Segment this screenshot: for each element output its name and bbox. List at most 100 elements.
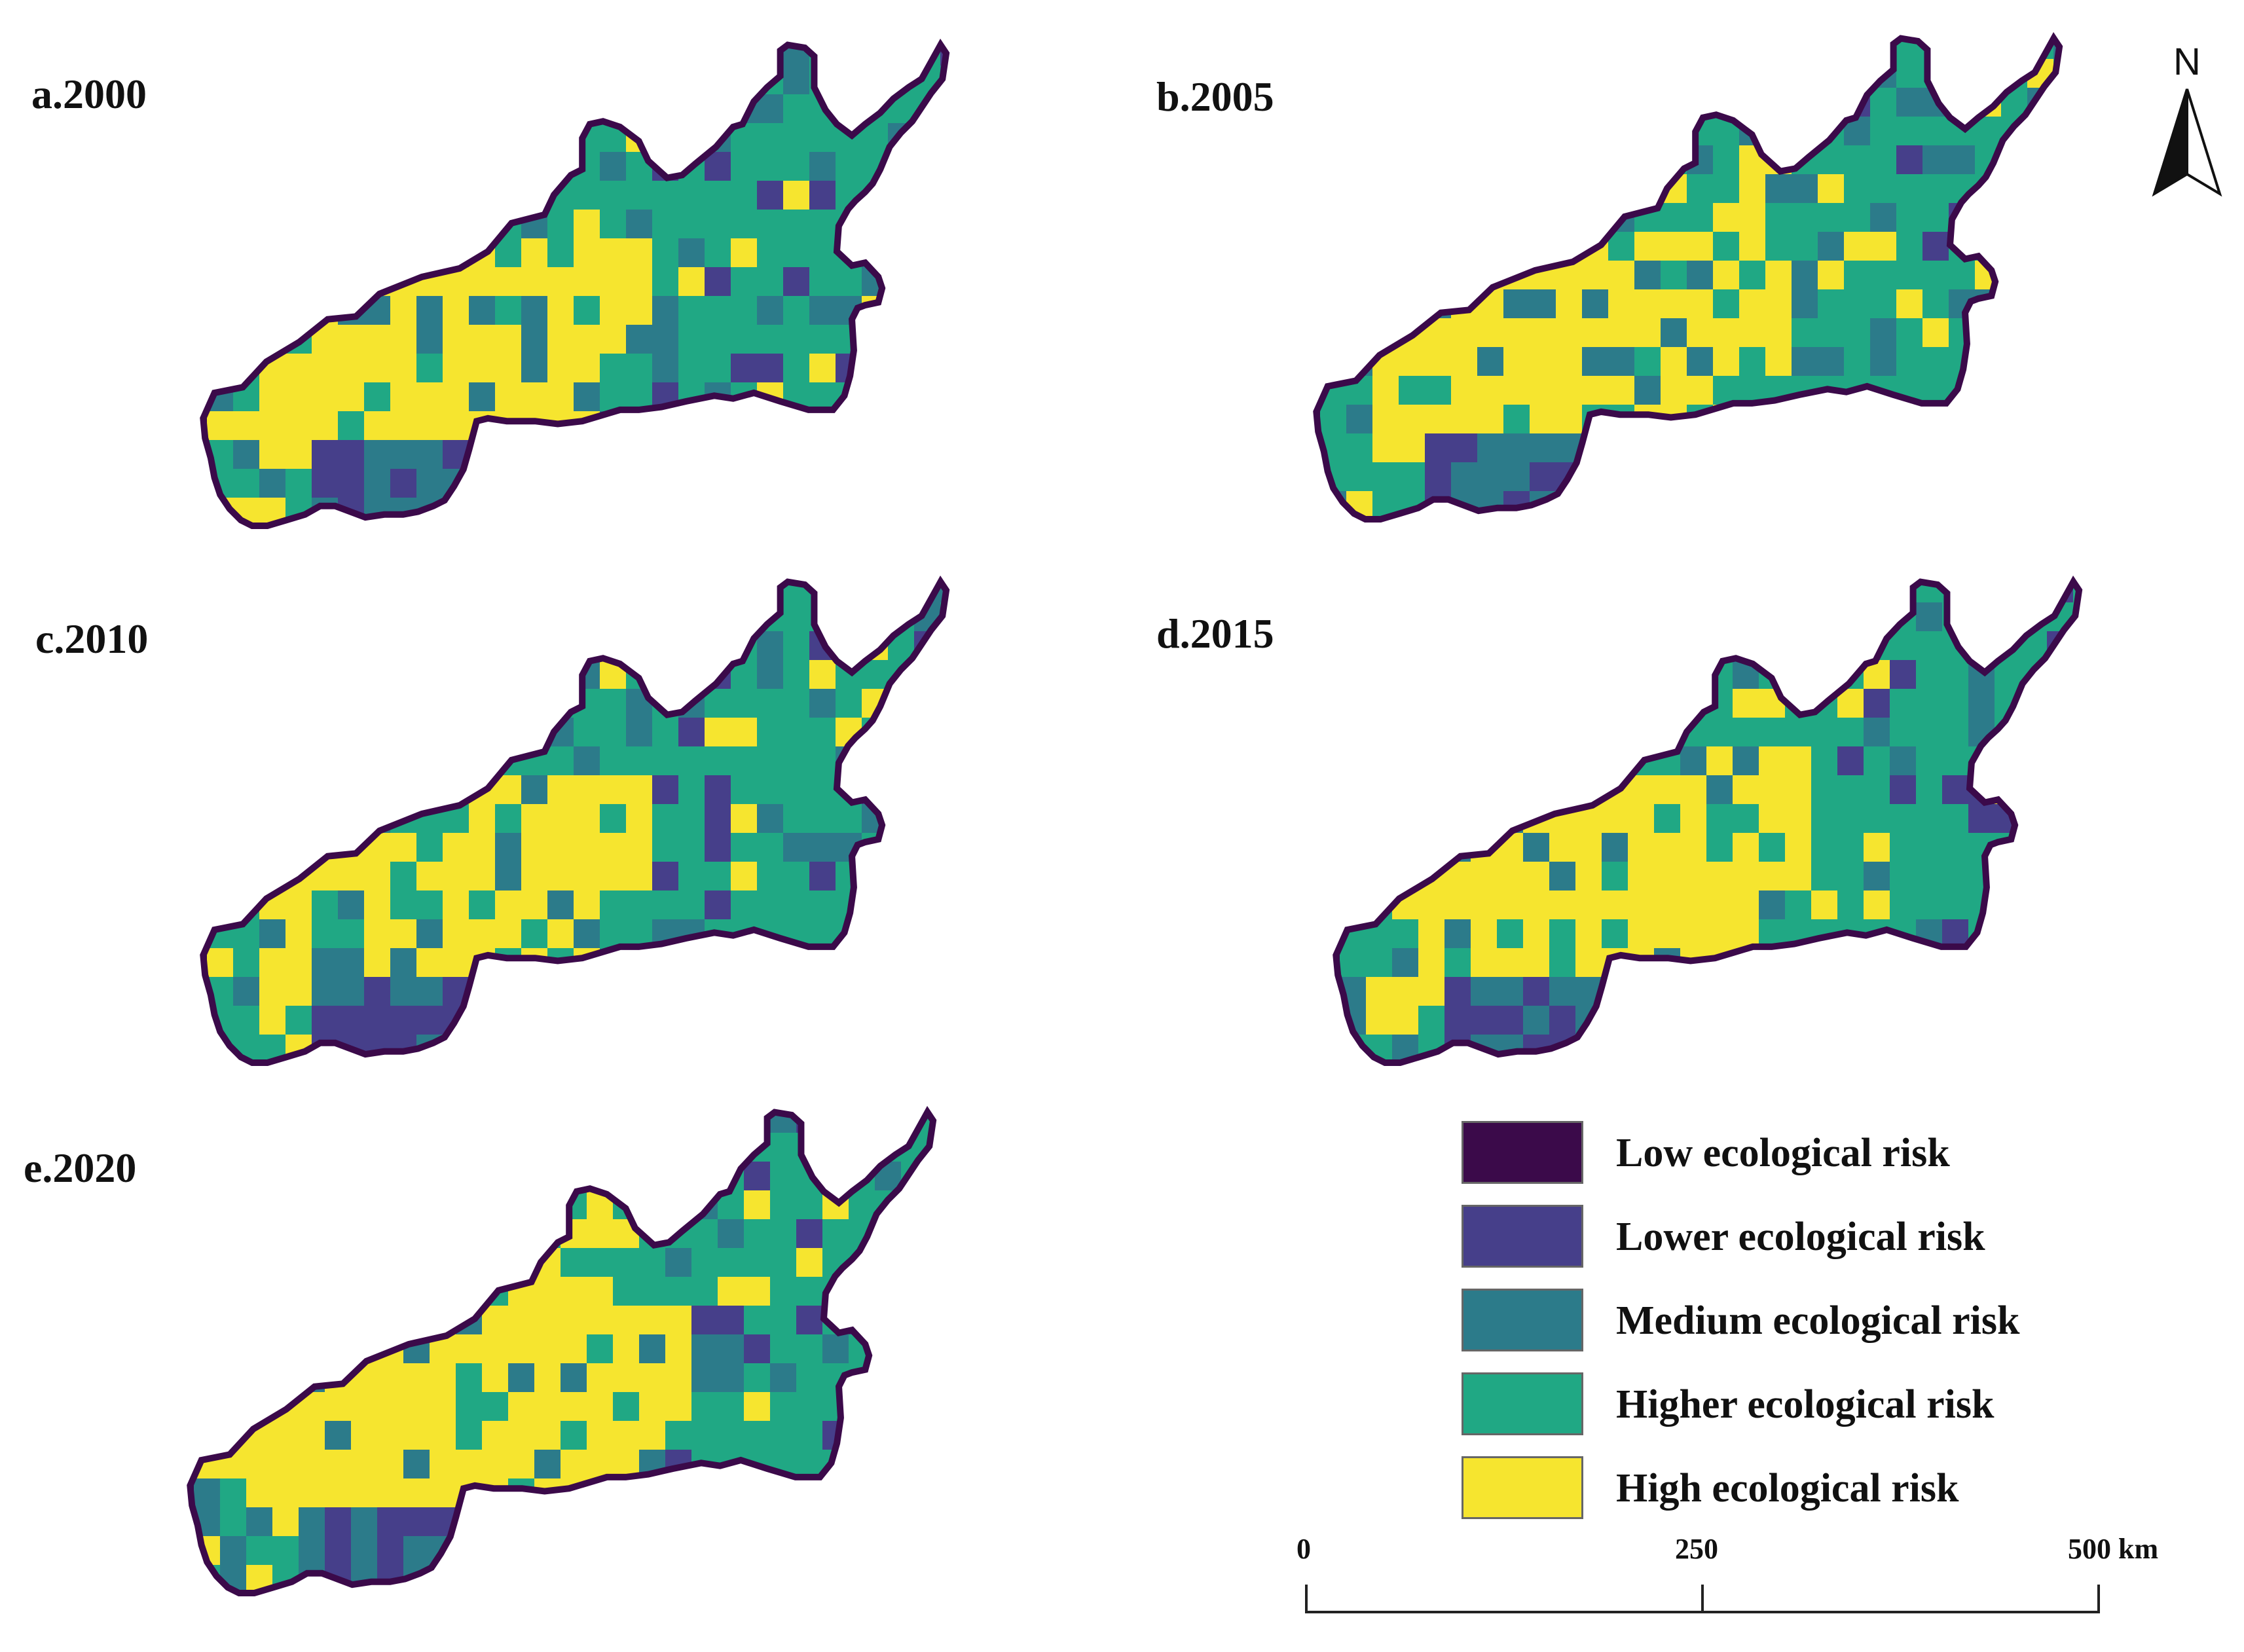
risk-cell bbox=[1922, 174, 1949, 203]
risk-cell bbox=[1706, 775, 1733, 804]
risk-cell bbox=[430, 1277, 456, 1306]
risk-cell bbox=[731, 890, 757, 919]
risk-cell bbox=[1418, 948, 1444, 977]
north-letter: N bbox=[2173, 41, 2201, 83]
risk-cell bbox=[966, 919, 982, 948]
risk-cell bbox=[1628, 718, 1654, 746]
risk-cell bbox=[1608, 38, 1634, 59]
risk-cell bbox=[2080, 462, 2095, 491]
risk-cell bbox=[1680, 775, 1706, 804]
risk-cell bbox=[1922, 203, 1949, 232]
risk-cell bbox=[705, 602, 731, 631]
risk-cell bbox=[1346, 145, 1372, 174]
risk-cell bbox=[731, 411, 757, 440]
risk-cell bbox=[220, 1363, 246, 1392]
risk-cell bbox=[626, 602, 652, 631]
risk-cell bbox=[1792, 203, 1818, 232]
risk-cell bbox=[259, 411, 285, 440]
risk-cell bbox=[1444, 746, 1471, 775]
risk-cell bbox=[2053, 88, 2060, 117]
risk-cell bbox=[574, 689, 600, 718]
risk-cell bbox=[1870, 318, 1896, 347]
risk-cell bbox=[312, 440, 338, 469]
risk-cell bbox=[1792, 433, 1818, 462]
risk-cell bbox=[1444, 775, 1471, 804]
risk-cell bbox=[1549, 660, 1575, 689]
risk-cell bbox=[901, 1421, 927, 1450]
risk-cell bbox=[940, 498, 947, 526]
risk-cell bbox=[1523, 718, 1549, 746]
risk-cell bbox=[587, 1421, 613, 1450]
risk-cell bbox=[416, 354, 443, 382]
risk-cell bbox=[1680, 862, 1706, 890]
risk-cell bbox=[299, 1112, 325, 1133]
risk-cell bbox=[940, 948, 947, 977]
risk-cell bbox=[678, 804, 705, 833]
risk-cell bbox=[338, 581, 364, 602]
risk-cell bbox=[587, 1306, 613, 1334]
risk-cell bbox=[2099, 919, 2115, 948]
risk-cell bbox=[1608, 491, 1634, 520]
risk-cell bbox=[2001, 145, 2027, 174]
risk-cell bbox=[1503, 145, 1530, 174]
risk-cell bbox=[678, 718, 705, 746]
risk-cell bbox=[1818, 174, 1844, 203]
risk-cell bbox=[809, 689, 836, 718]
risk-cell bbox=[1870, 462, 1896, 491]
risk-cell bbox=[1870, 289, 1896, 318]
risk-cell bbox=[482, 1478, 508, 1507]
risk-cell bbox=[626, 354, 652, 382]
risk-cell bbox=[220, 1277, 246, 1306]
panel-label-2010: c.2010 bbox=[35, 615, 149, 662]
risk-cell bbox=[783, 94, 809, 123]
risk-cell bbox=[678, 581, 705, 602]
risk-cell bbox=[390, 296, 416, 325]
risk-cell bbox=[613, 1421, 639, 1450]
risk-cell bbox=[2053, 376, 2060, 405]
risk-cell bbox=[1890, 660, 1916, 689]
risk-cell bbox=[626, 440, 652, 469]
risk-cell bbox=[2021, 1035, 2047, 1063]
risk-cell bbox=[285, 469, 312, 498]
risk-cell bbox=[862, 498, 888, 526]
risk-cell bbox=[272, 1421, 299, 1450]
risk-cell bbox=[1425, 347, 1451, 376]
risk-cell bbox=[1792, 318, 1818, 347]
risk-cell bbox=[927, 1190, 934, 1219]
risk-cell bbox=[495, 977, 521, 1006]
risk-cell bbox=[377, 1162, 403, 1190]
risk-cell bbox=[705, 65, 731, 94]
risk-cell bbox=[1759, 1035, 1785, 1063]
risk-cell bbox=[1602, 890, 1628, 919]
risk-cell bbox=[1477, 174, 1503, 203]
risk-cell bbox=[416, 890, 443, 919]
risk-cell bbox=[1975, 59, 2001, 88]
risk-cell bbox=[207, 746, 233, 775]
risk-cell bbox=[1680, 1006, 1706, 1035]
risk-cell bbox=[1340, 689, 1366, 718]
risk-cell bbox=[1680, 631, 1706, 660]
risk-cell bbox=[220, 1248, 246, 1277]
risk-cell bbox=[914, 746, 940, 775]
risk-cell bbox=[272, 1190, 299, 1219]
risk-cell bbox=[547, 45, 574, 65]
risk-cell bbox=[285, 238, 312, 267]
risk-cell bbox=[953, 1248, 969, 1277]
risk-cell bbox=[639, 1507, 665, 1536]
risk-cell bbox=[888, 948, 914, 977]
risk-cell bbox=[966, 804, 982, 833]
risk-cell bbox=[508, 1421, 534, 1450]
risk-cell bbox=[508, 1363, 534, 1392]
risk-cell bbox=[325, 1190, 351, 1219]
risk-cell bbox=[1870, 117, 1896, 145]
risk-cell bbox=[1654, 581, 1680, 602]
risk-cell bbox=[966, 238, 982, 267]
risk-cell bbox=[1399, 174, 1425, 203]
risk-cell bbox=[1759, 948, 1785, 977]
risk-cell bbox=[325, 1392, 351, 1421]
risk-cell bbox=[259, 833, 285, 862]
risk-cell bbox=[1949, 462, 1975, 491]
risk-cell bbox=[927, 1507, 934, 1536]
risk-cell bbox=[521, 382, 547, 411]
risk-cell bbox=[2053, 289, 2060, 318]
